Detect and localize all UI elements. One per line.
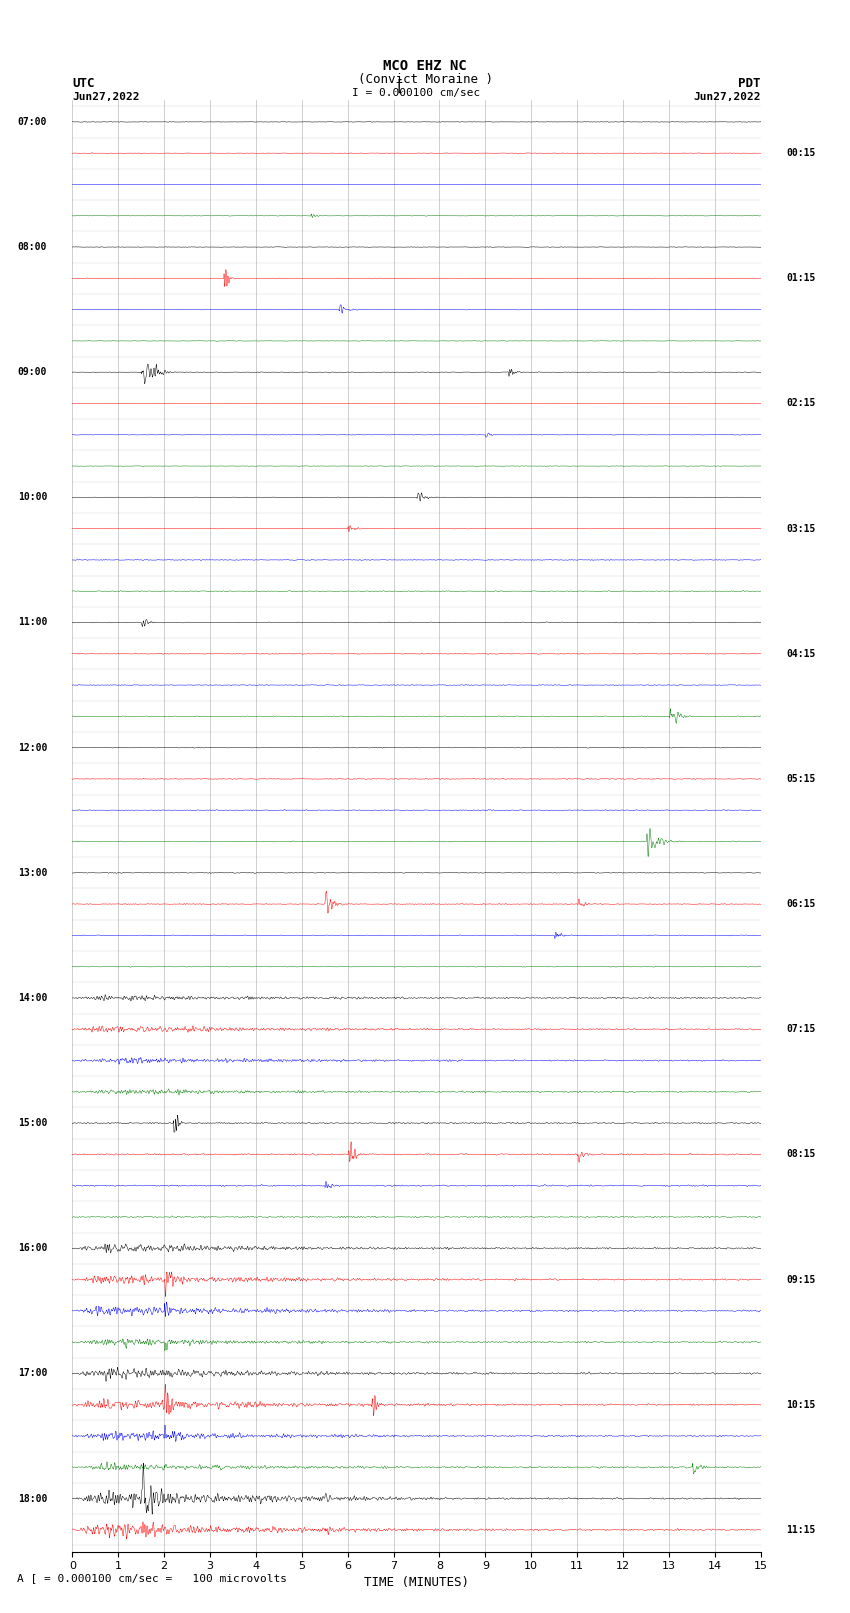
Text: Jun27,2022: Jun27,2022 xyxy=(694,92,761,103)
Text: Jun27,2022: Jun27,2022 xyxy=(72,92,139,103)
Text: 11:15: 11:15 xyxy=(786,1524,815,1536)
Text: 03:15: 03:15 xyxy=(786,524,815,534)
Text: 15:00: 15:00 xyxy=(18,1118,47,1127)
Text: PDT: PDT xyxy=(739,76,761,90)
Text: 08:00: 08:00 xyxy=(18,242,47,252)
Text: 10:00: 10:00 xyxy=(18,492,47,502)
Text: [: [ xyxy=(395,79,404,94)
Text: 04:15: 04:15 xyxy=(786,648,815,658)
Text: 18:00: 18:00 xyxy=(18,1494,47,1503)
Text: 01:15: 01:15 xyxy=(786,273,815,284)
Text: (Convict Moraine ): (Convict Moraine ) xyxy=(358,73,492,85)
Text: 17:00: 17:00 xyxy=(18,1368,47,1379)
Text: 12:00: 12:00 xyxy=(18,742,47,753)
Text: 13:00: 13:00 xyxy=(18,868,47,877)
Text: 08:15: 08:15 xyxy=(786,1150,815,1160)
Text: 06:15: 06:15 xyxy=(786,898,815,910)
Text: 05:15: 05:15 xyxy=(786,774,815,784)
Text: UTC: UTC xyxy=(72,76,94,90)
Text: 16:00: 16:00 xyxy=(18,1244,47,1253)
Text: 10:15: 10:15 xyxy=(786,1400,815,1410)
X-axis label: TIME (MINUTES): TIME (MINUTES) xyxy=(364,1576,469,1589)
Text: 09:00: 09:00 xyxy=(18,368,47,377)
Text: 02:15: 02:15 xyxy=(786,398,815,408)
Text: 00:15: 00:15 xyxy=(786,148,815,158)
Text: 07:00: 07:00 xyxy=(18,116,47,127)
Text: I = 0.000100 cm/sec: I = 0.000100 cm/sec xyxy=(353,87,480,97)
Text: A [ = 0.000100 cm/sec =   100 microvolts: A [ = 0.000100 cm/sec = 100 microvolts xyxy=(17,1573,287,1582)
Text: 09:15: 09:15 xyxy=(786,1274,815,1284)
Text: 07:15: 07:15 xyxy=(786,1024,815,1034)
Text: 11:00: 11:00 xyxy=(18,618,47,627)
Text: MCO EHZ NC: MCO EHZ NC xyxy=(383,60,467,73)
Text: 14:00: 14:00 xyxy=(18,994,47,1003)
